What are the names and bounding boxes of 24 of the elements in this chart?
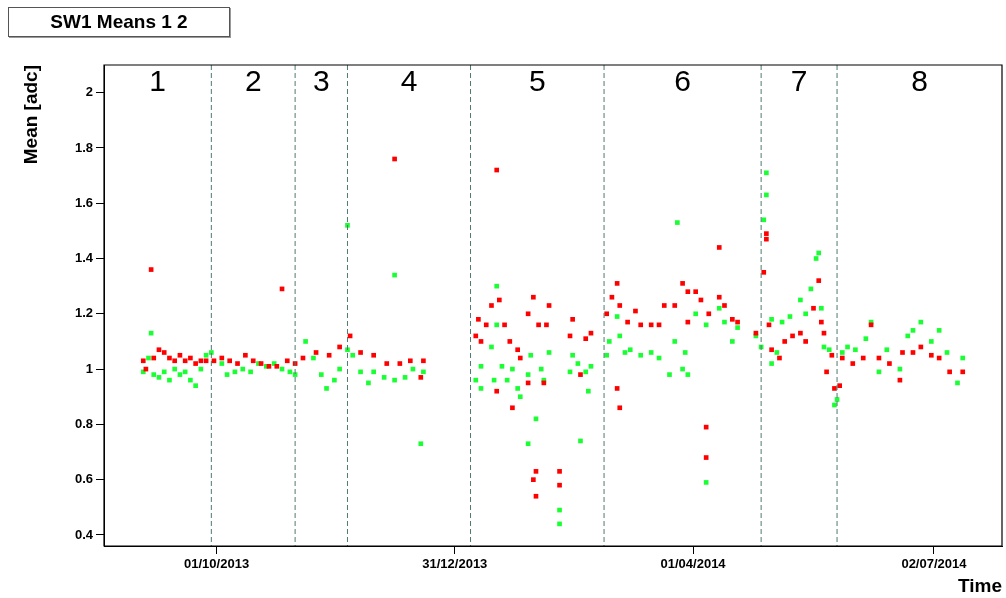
annotation: 7 <box>790 64 808 98</box>
annotation: 6 <box>674 64 691 98</box>
x-tick-label: 01/10/2013 <box>184 556 250 572</box>
y-tick-label: 1.4 <box>74 250 94 266</box>
x-tick-label: 31/12/2013 <box>422 556 488 572</box>
y-tick-label: 1 <box>85 360 93 376</box>
x-tick-label: 02/07/2014 <box>901 556 968 572</box>
y-tick-label: 1.8 <box>74 139 93 155</box>
annotation: 2 <box>244 64 262 98</box>
y-axis-title: Mean [adc] <box>19 65 41 165</box>
annotation: 3 <box>312 64 330 98</box>
x-tick-label: 01/04/2014 <box>660 556 727 572</box>
annotation: 1 <box>149 64 167 98</box>
y-tick-label: 1.6 <box>74 194 93 210</box>
annotation: 4 <box>400 64 418 98</box>
y-tick-label: 0.6 <box>74 471 93 487</box>
x-axis-title: Time <box>957 574 1002 596</box>
y-tick-label: 0.4 <box>74 526 94 542</box>
annotation: 5 <box>528 64 546 98</box>
y-tick-label: 1.2 <box>74 305 93 321</box>
y-tick-label: 2 <box>85 84 93 100</box>
chart-title: SW1 Means 1 2 <box>8 7 230 37</box>
annotation: 8 <box>911 64 928 98</box>
y-tick-label: 0.8 <box>74 415 93 431</box>
